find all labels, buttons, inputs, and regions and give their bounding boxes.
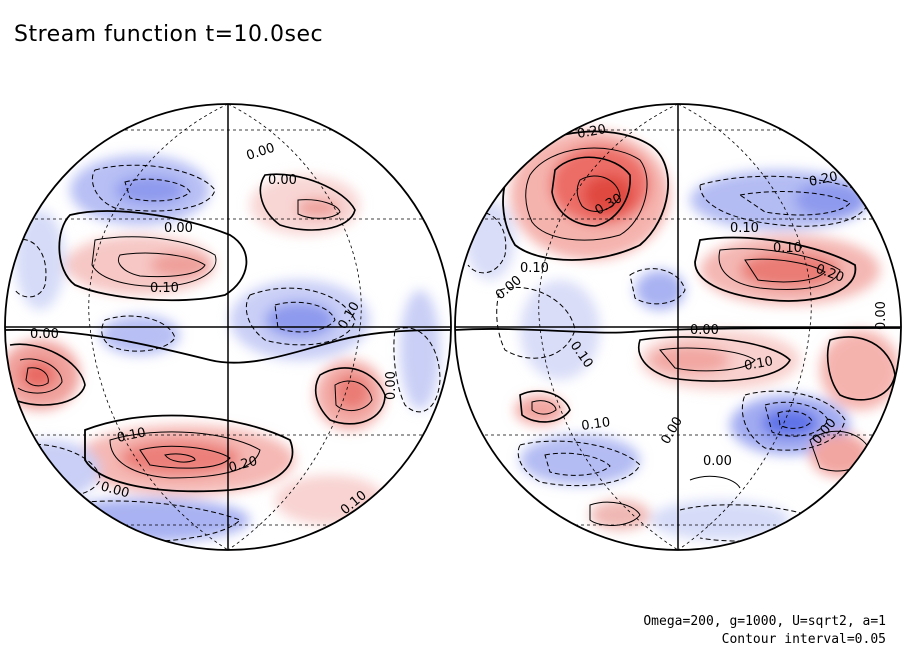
contour-label: 0.00 bbox=[268, 173, 297, 188]
contour-label: 0.10 bbox=[116, 425, 147, 446]
contour-label: 0.10 bbox=[520, 261, 549, 276]
contour-label: 0.00 bbox=[703, 454, 732, 469]
contour-label: 0.20 bbox=[576, 122, 607, 142]
parameters-note: Omega=200, g=1000, U=sqrt2, a=1 bbox=[643, 614, 886, 629]
contour-label: 0.00 bbox=[690, 323, 719, 338]
right-hemisphere-outline bbox=[454, 103, 902, 551]
contour-label: 0.10 bbox=[730, 221, 759, 236]
left-hemisphere-outline bbox=[4, 103, 452, 551]
right-contours bbox=[455, 130, 901, 526]
left-contours bbox=[5, 173, 451, 493]
contour-interval-note: Contour interval=0.05 bbox=[721, 632, 886, 647]
contour-label: 0.10 bbox=[150, 281, 179, 296]
contour-label: 0.00 bbox=[874, 301, 889, 330]
contour-label: 0.00 bbox=[30, 327, 59, 342]
contour-label: 0.10 bbox=[743, 354, 774, 374]
contour-label: 0.20 bbox=[808, 169, 839, 190]
left-shading bbox=[5, 155, 440, 542]
contour-label: 0.00 bbox=[99, 479, 131, 501]
right-negative-contours bbox=[467, 175, 871, 542]
left-hemisphere bbox=[5, 104, 451, 550]
contour-label: 0.00 bbox=[164, 221, 193, 236]
right-hemisphere bbox=[455, 104, 901, 550]
contour-label: 0.10 bbox=[773, 241, 802, 256]
contour-label: 0.20 bbox=[227, 454, 259, 476]
contour-label: 0.00 bbox=[384, 371, 399, 400]
contour-label: 0.10 bbox=[580, 415, 611, 434]
plot-title: Stream function t=10.0sec bbox=[14, 22, 324, 47]
